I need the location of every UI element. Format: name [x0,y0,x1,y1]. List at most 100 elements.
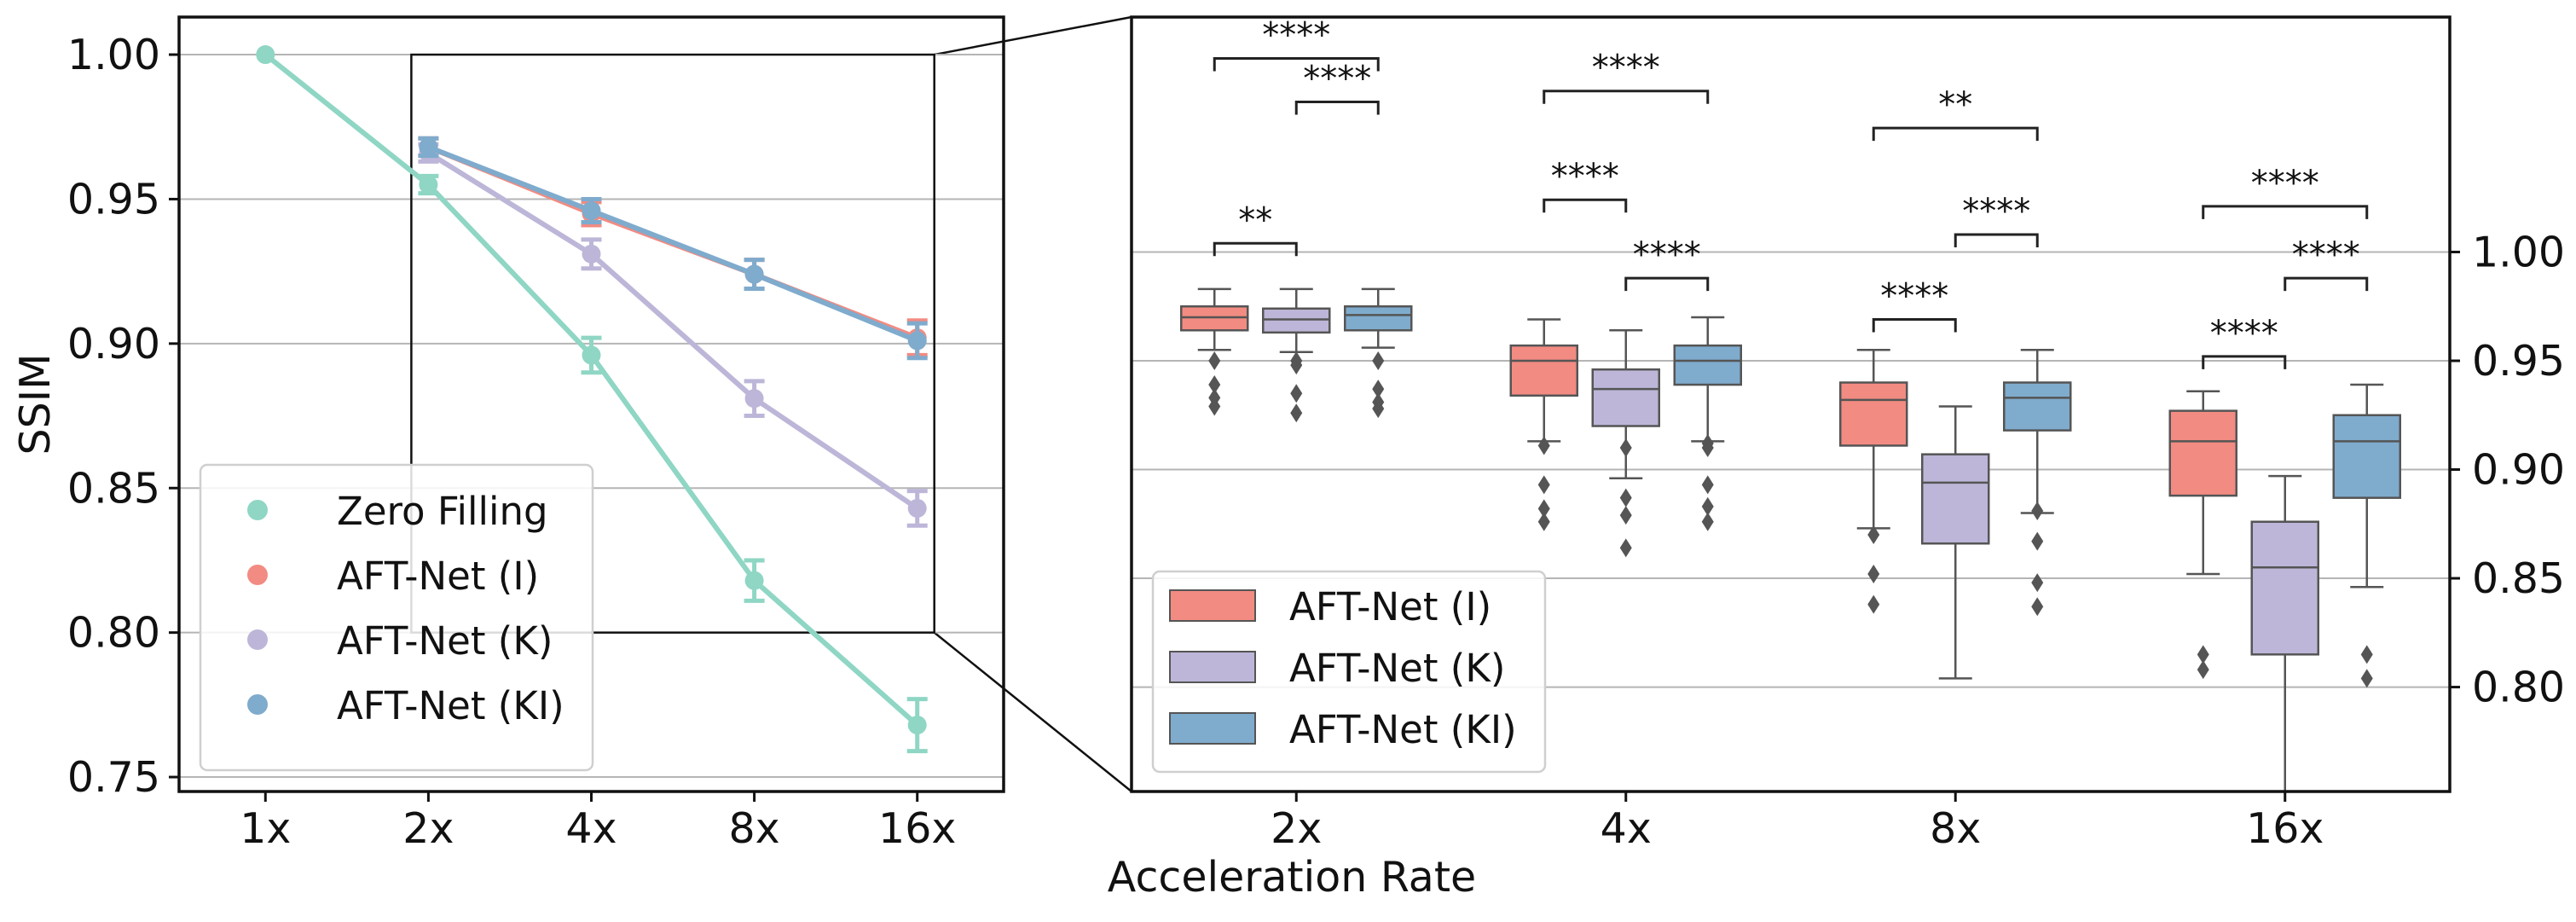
legend-label: AFT-Net (I) [337,554,539,599]
significance-label: **** [1551,157,1619,196]
box [1921,453,1990,545]
outlier-point [1537,436,1550,455]
box [1344,304,1413,332]
significance-label: ** [1238,200,1272,240]
outlier-point [1290,403,1303,423]
significance-bracket [1872,126,2039,142]
zoom-connector-line [934,15,1132,56]
outlier-point [1208,397,1221,416]
data-point [907,716,927,735]
legend-label: AFT-Net (KI) [337,683,564,728]
data-point [582,244,601,264]
x-tick-label: 4x [1601,804,1652,853]
significance-bracket [1543,90,1710,104]
y-tick-label: 0.80 [2472,664,2565,712]
data-point [582,345,601,365]
box [2250,520,2319,656]
x-tick-label: 2x [1271,804,1322,853]
x-tick-label: 8x [1930,804,1981,853]
x-tick-label: 16x [2246,804,2324,853]
box-plot-panel: ****************************************… [1130,15,2565,853]
data-point [419,137,438,157]
data-point [907,498,927,518]
zoom-connector [933,15,1132,792]
outlier-point [1537,512,1550,531]
significance-bracket [1213,56,1380,72]
significance-label: **** [2210,314,2278,353]
data-point [419,175,438,194]
series-line-2 [426,150,919,511]
y-tick-label: 0.75 [67,753,160,802]
y-tick-label: 1.00 [67,31,160,79]
outlier-point [1208,375,1221,395]
outlier-point [1208,351,1221,370]
box [2168,409,2237,497]
outlier-point [1290,384,1303,403]
significance-bracket [1872,318,1957,333]
y-tick-label: 0.90 [67,320,160,368]
legend-label: AFT-Net (K) [337,618,553,664]
y-tick-label: 0.95 [2472,337,2565,386]
box [1839,381,1908,447]
outlier-point [1372,399,1385,419]
x-tick-label: 16x [878,804,956,853]
significance-label: **** [1633,235,1701,275]
legend-box [199,463,594,772]
y-tick-label: 0.85 [2472,554,2565,603]
y-tick-label: 0.90 [2472,446,2565,495]
significance-bracket [2202,355,2287,369]
x-axis-label: Acceleration Rate [1108,853,1476,902]
outlier-point [2031,531,2044,551]
legend-label: Zero Filling [337,489,548,534]
x-tick-label: 4x [565,804,617,853]
x-tick-label: 1x [240,804,291,853]
significance-bracket [1954,233,2039,248]
legend-label: AFT-Net (K) [1289,646,1505,691]
outlier-point [2197,645,2209,664]
significance-label: **** [1880,277,1948,316]
significance-bracket [1624,276,1710,292]
legend-marker [247,694,268,715]
box [1591,368,1660,427]
y-tick-label: 0.95 [67,175,160,223]
significance-label: **** [1303,59,1371,98]
outlier-point [2031,501,2044,520]
outlier-point [2031,597,2044,617]
y-tick-label: 0.85 [67,464,160,513]
y-tick-label: 1.00 [2472,228,2565,276]
y-axis-label: SSIM [11,354,60,455]
line-chart-panel: 1.00 0.95 0.90 0.85 0.80 0.75 1x 2x 4x 8x 16x SSIM Z… [11,15,1005,853]
data-point [744,389,764,409]
significance-bracket [2202,205,2369,219]
outlier-point [1867,594,1880,614]
outlier-point [2197,660,2209,680]
outlier-point [1537,475,1550,495]
outlier-point [1290,356,1303,375]
zoom-connector-line [933,631,1132,792]
x-tick-label: 2x [402,804,454,853]
series-line-3 [427,144,918,344]
box [2332,414,2401,499]
x-tick-label: 8x [729,804,780,853]
outlier-point [1619,506,1632,525]
outlier-point [1619,438,1632,458]
outlier-point [1619,538,1632,558]
outlier-point [2360,669,2373,688]
legend-marker [247,629,268,650]
significance-label: **** [1262,15,1330,55]
legend-marker [247,565,268,585]
y-tick-label: 0.80 [67,609,160,658]
significance-label: ** [1938,85,1972,125]
outlier-point [1537,499,1550,519]
outlier-point [1701,496,1714,516]
legend-swatch [1169,651,1256,683]
outlier-point [1701,475,1714,495]
significance-bracket [2284,276,2369,292]
outlier-point [1701,438,1714,458]
zoom-rectangle [410,53,935,634]
legend-marker [247,500,268,520]
significance-label: **** [1962,192,2030,231]
significance-bracket [1294,100,1380,115]
outlier-point [1701,512,1714,531]
